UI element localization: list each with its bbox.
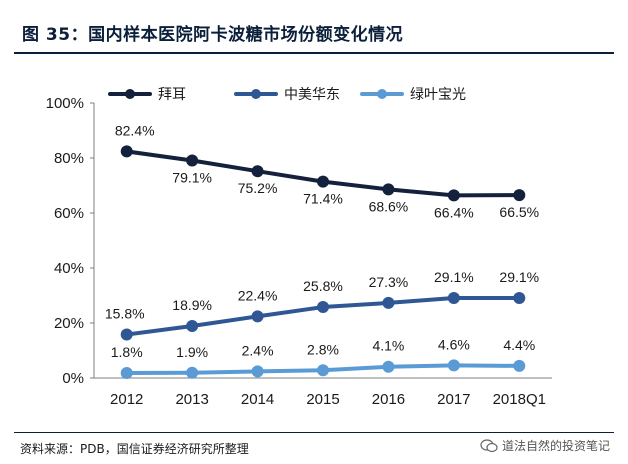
data-point — [382, 360, 395, 373]
data-label: 15.8% — [105, 306, 145, 322]
y-tick-label: 60% — [54, 205, 84, 222]
data-point — [186, 366, 199, 379]
data-point — [382, 183, 395, 196]
y-tick-label: 20% — [54, 315, 84, 332]
data-label: 2.8% — [307, 341, 339, 357]
data-point — [251, 310, 264, 323]
data-point — [447, 189, 460, 202]
data-point — [317, 364, 329, 377]
data-label: 68.6% — [369, 198, 409, 214]
watermark-text: 道法自然的投资笔记 — [501, 439, 610, 453]
data-point — [186, 320, 199, 333]
x-tick-label: 2014 — [241, 391, 274, 408]
wechat-icon — [480, 438, 498, 453]
data-point — [120, 328, 133, 341]
data-label: 71.4% — [303, 191, 343, 207]
data-label: 18.9% — [172, 297, 212, 313]
x-tick-label: 2013 — [175, 391, 208, 408]
figure-header: 图 35：国内样本医院阿卡波糖市场份额变化情况 — [14, 14, 614, 54]
legend-label: 绿叶宝光 — [410, 86, 466, 102]
figure-title: 图 35：国内样本医院阿卡波糖市场份额变化情况 — [22, 25, 404, 45]
data-label: 66.5% — [499, 204, 539, 220]
line-chart: 0% 20% 40% 60% 80% 100% 2012 2013 2014 2015 2016 20… — [46, 86, 552, 408]
data-point — [317, 175, 329, 188]
footer-divider — [14, 432, 614, 433]
x-tick-label: 2012 — [110, 391, 143, 408]
chart-container: 0% 20% 40% 60% 80% 100% 2012 2013 2014 2015 2016 20… — [14, 58, 614, 428]
x-tick-label: 2016 — [372, 391, 405, 408]
legend-marker — [125, 89, 135, 99]
data-point — [513, 291, 526, 304]
data-label: 66.4% — [434, 204, 474, 220]
title-divider — [14, 52, 614, 54]
source-note: 资料来源：PDB，国信证券经济研究所整理 — [20, 442, 249, 456]
data-point — [447, 291, 460, 304]
data-point — [120, 367, 133, 380]
data-label: 4.1% — [372, 338, 404, 354]
data-label: 79.1% — [172, 169, 212, 185]
data-point — [251, 365, 264, 378]
data-label: 75.2% — [238, 180, 278, 196]
x-tick-label: 2015 — [306, 391, 339, 408]
y-tick-label: 80% — [54, 150, 84, 167]
data-point — [251, 165, 264, 178]
data-label: 4.6% — [438, 336, 470, 352]
data-label: 1.9% — [176, 344, 208, 360]
data-label: 1.8% — [111, 344, 143, 360]
legend-label: 中美华东 — [284, 86, 340, 102]
data-point — [513, 359, 526, 372]
watermark: 道法自然的投资笔记 — [480, 437, 610, 454]
x-tick-label: 2018Q1 — [493, 391, 546, 408]
legend-marker — [377, 89, 387, 99]
data-label: 27.3% — [369, 274, 409, 290]
data-label: 29.1% — [434, 269, 474, 285]
data-label: 2.4% — [242, 342, 274, 358]
data-label: 25.8% — [303, 278, 343, 294]
data-point — [513, 189, 526, 202]
data-label: 4.4% — [503, 337, 535, 353]
data-point — [317, 301, 329, 314]
data-point — [447, 359, 460, 372]
y-tick-label: 40% — [54, 260, 84, 277]
y-tick-label: 0% — [62, 370, 84, 387]
data-label: 82.4% — [115, 122, 155, 138]
data-point — [382, 296, 395, 309]
legend-marker — [251, 89, 261, 99]
legend-label: 拜耳 — [158, 86, 186, 102]
data-label: 29.1% — [499, 269, 539, 285]
data-label: 22.4% — [238, 287, 278, 303]
x-tick-label: 2017 — [437, 391, 470, 408]
data-point — [186, 154, 199, 167]
y-tick-label: 100% — [46, 95, 84, 112]
data-point — [120, 145, 133, 158]
